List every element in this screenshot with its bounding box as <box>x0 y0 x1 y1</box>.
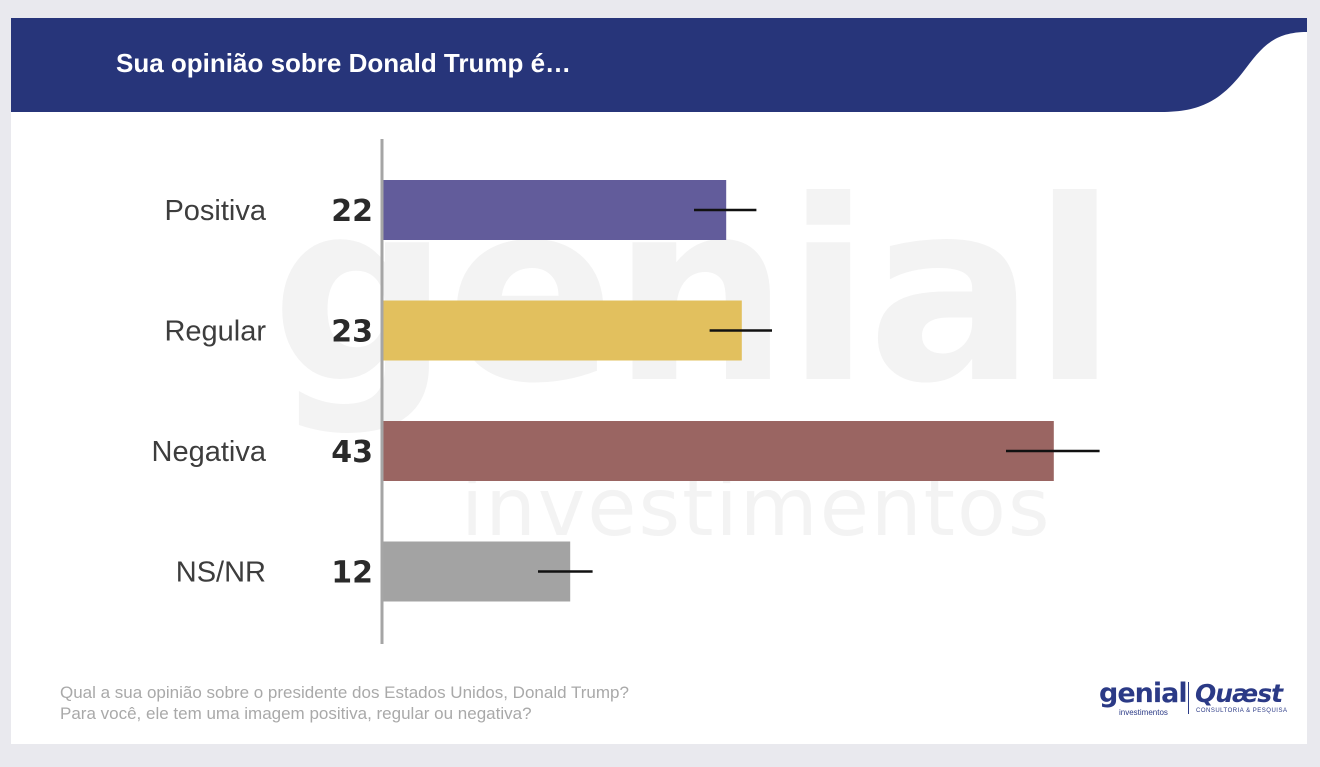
bar-regular <box>383 300 742 361</box>
header-banner: Sua opinião sobre Donald Trump é… <box>11 18 1307 112</box>
page-title: Sua opinião sobre Donald Trump é… <box>116 48 572 78</box>
value-label-negativa: 43 <box>331 435 373 470</box>
category-label-regular: Regular <box>164 316 266 348</box>
value-label-positiva: 22 <box>331 194 373 229</box>
bar-chart: Positiva 22 Regular 23 Negativa 43 NS/NR 12 <box>152 139 1100 644</box>
logo-divider <box>1188 682 1189 714</box>
value-label-ns-nr: 12 <box>331 556 373 591</box>
quaest-logo: Quæst <box>1195 679 1283 708</box>
category-label-positiva: Positiva <box>164 195 266 227</box>
quaest-logo-sub: CONSULTORIA & PESQUISA <box>1196 708 1288 714</box>
bar-negativa <box>383 421 1054 481</box>
category-label-negativa: Negativa <box>152 436 267 468</box>
category-label-ns-nr: NS/NR <box>176 557 266 589</box>
question-footnote: Qual a sua opinião sobre o presidente do… <box>60 682 629 724</box>
footnote-line-1: Qual a sua opinião sobre o presidente do… <box>60 683 629 702</box>
genial-logo-sub: investimentos <box>1119 708 1168 717</box>
bar-positiva <box>383 180 727 240</box>
value-label-regular: 23 <box>331 315 373 350</box>
brand-logos: genial investimentos Quæst CONSULTORIA &… <box>1099 678 1289 718</box>
slide: Sua opinião sobre Donald Trump é… genial… <box>11 18 1307 744</box>
genial-logo: genial <box>1099 678 1188 709</box>
footnote-line-2: Para você, ele tem uma imagem positiva, … <box>60 704 532 723</box>
header-shape <box>11 18 1307 112</box>
